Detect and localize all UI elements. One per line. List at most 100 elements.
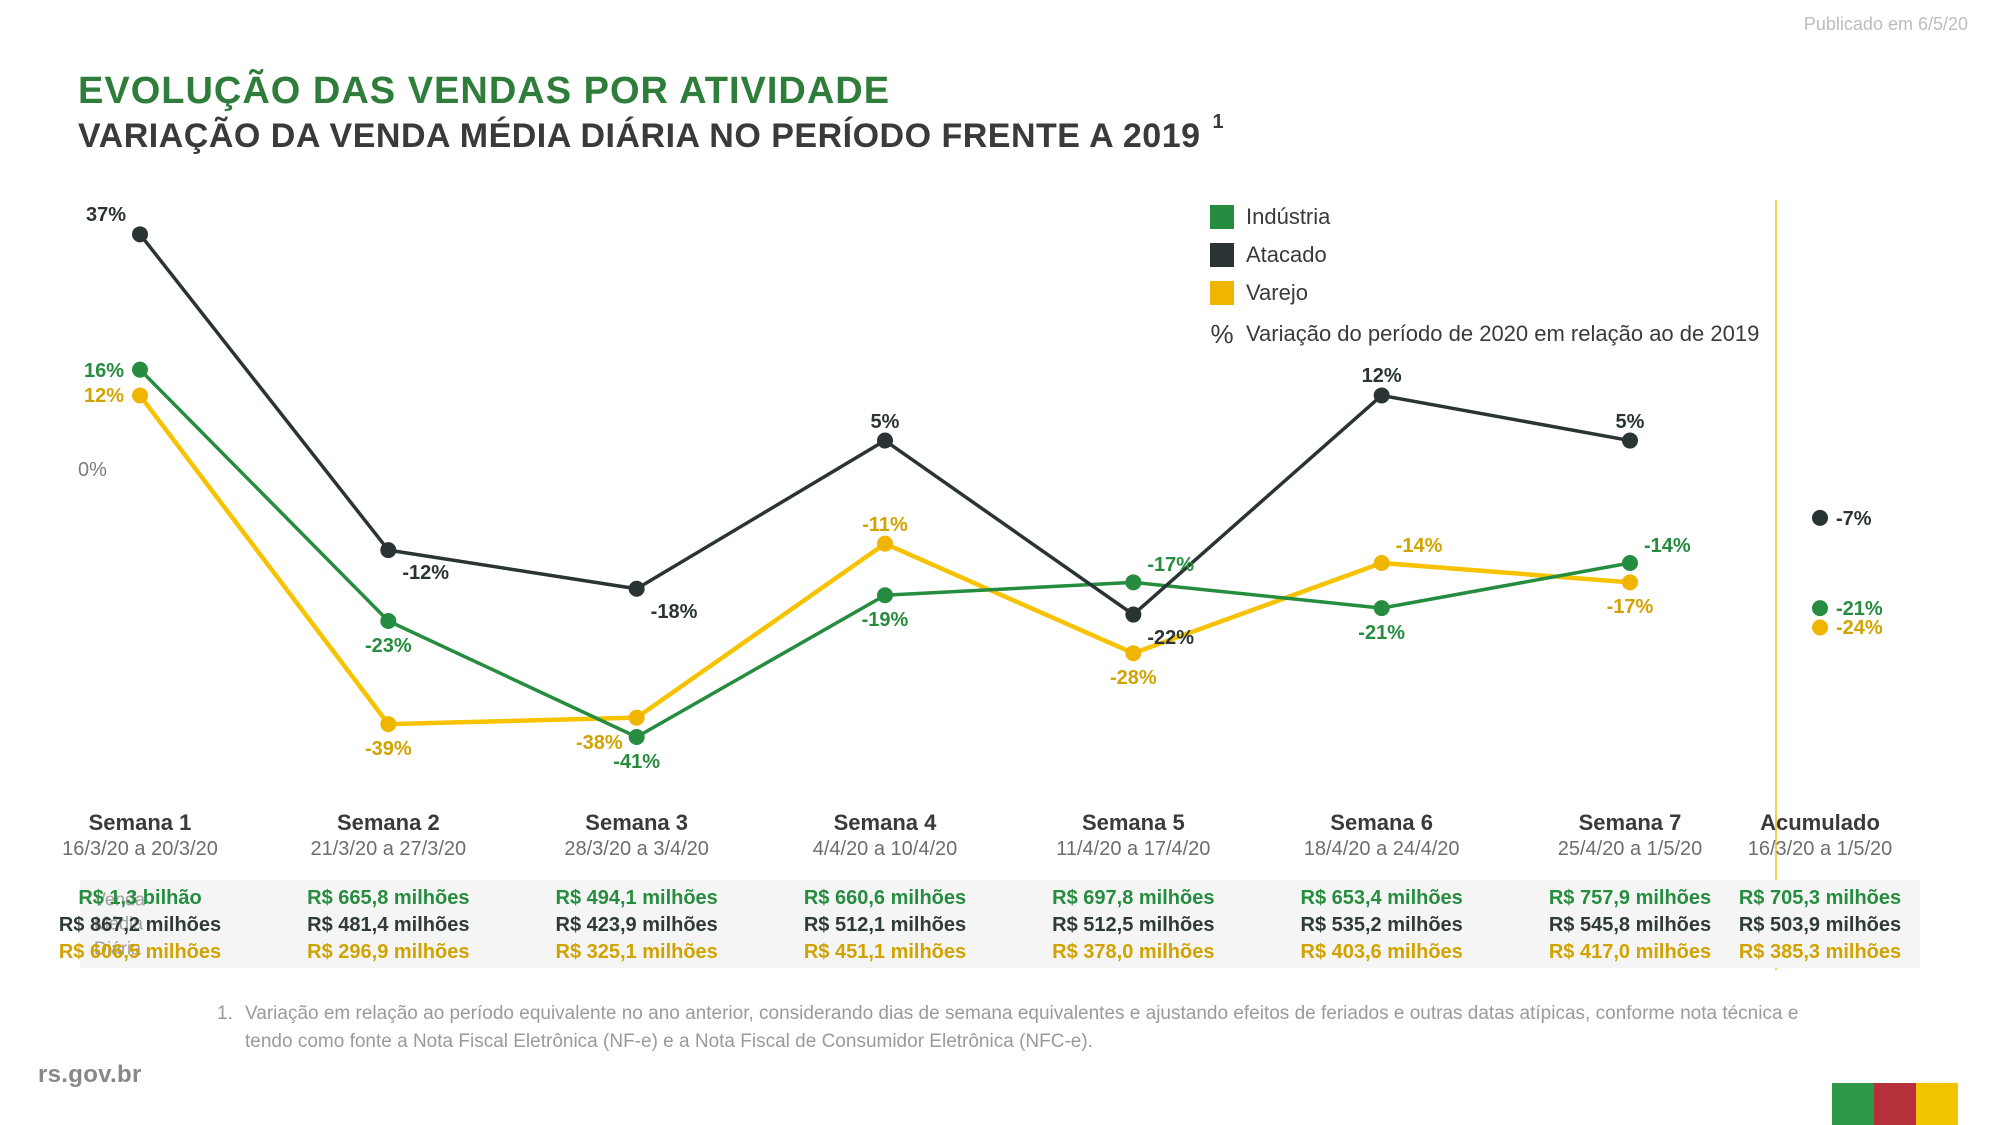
cell-ata-acc: R$ 503,9 milhões: [1710, 912, 1930, 939]
data-table: Venda Média Diária R$ 1,3 bilhãoR$ 867,2…: [80, 880, 1920, 968]
point-label-varejo-4: -28%: [1110, 667, 1157, 690]
cell-ind-5: R$ 653,4 milhões: [1272, 885, 1492, 912]
table-col-3: R$ 660,6 milhõesR$ 512,1 milhõesR$ 451,1…: [775, 885, 995, 966]
point-label-industria-5: -21%: [1358, 622, 1405, 645]
marker-atacado-3: [877, 433, 893, 449]
xaxis-col-5: Semana 618/4/20 a 24/4/20: [1272, 810, 1492, 861]
marker-varejo-0: [132, 387, 148, 403]
title-line2: VARIAÇÃO DA VENDA MÉDIA DIÁRIA NO PERÍOD…: [78, 117, 1222, 156]
cell-var-acc: R$ 385,3 milhões: [1710, 939, 1930, 966]
point-label-varejo-2: -38%: [576, 732, 623, 755]
xaxis-col-1: Semana 221/3/20 a 27/3/20: [278, 810, 498, 861]
published-date: Publicado em 6/5/20: [1804, 14, 1968, 35]
xaxis-date-5: 18/4/20 a 24/4/20: [1272, 838, 1492, 861]
marker-atacado-6: [1622, 433, 1638, 449]
marker-varejo-3: [877, 536, 893, 552]
xaxis-col-6: Semana 725/4/20 a 1/5/20: [1520, 810, 1740, 861]
cell-ata-3: R$ 512,1 milhões: [775, 912, 995, 939]
title-line2-text: VARIAÇÃO DA VENDA MÉDIA DIÁRIA NO PERÍOD…: [78, 117, 1211, 155]
xaxis-name-0: Semana 1: [30, 810, 250, 836]
cell-ata-2: R$ 423,9 milhões: [527, 912, 747, 939]
cell-ata-1: R$ 481,4 milhões: [278, 912, 498, 939]
xaxis-date-2: 28/3/20 a 3/4/20: [527, 838, 747, 861]
table-col-2: R$ 494,1 milhõesR$ 423,9 milhõesR$ 325,1…: [527, 885, 747, 966]
table-col-6: R$ 757,9 milhõesR$ 545,8 milhõesR$ 417,0…: [1520, 885, 1740, 966]
point-label-industria-3: -19%: [862, 609, 909, 632]
table-col-5: R$ 653,4 milhõesR$ 535,2 milhõesR$ 403,6…: [1272, 885, 1492, 966]
cell-var-3: R$ 451,1 milhões: [775, 939, 995, 966]
marker-industria-5: [1374, 600, 1390, 616]
point-label-varejo-0: 12%: [84, 385, 124, 408]
table-col-4: R$ 697,8 milhõesR$ 512,5 milhõesR$ 378,0…: [1023, 885, 1243, 966]
flag-stripe-2: [1874, 1083, 1916, 1125]
xaxis-col-acc: Acumulado16/3/20 a 1/5/20: [1710, 810, 1930, 861]
cell-ind-0: R$ 1,3 bilhão: [30, 885, 250, 912]
flag-stripe-4: [1958, 1083, 2000, 1125]
xaxis-col-3: Semana 44/4/20 a 10/4/20: [775, 810, 995, 861]
point-label-atacado-1: -12%: [402, 562, 449, 585]
xaxis-name-5: Semana 6: [1272, 810, 1492, 836]
table-col-1: R$ 665,8 milhõesR$ 481,4 milhõesR$ 296,9…: [278, 885, 498, 966]
slide-title: EVOLUÇÃO DAS VENDAS POR ATIVIDADE VARIAÇ…: [78, 70, 1222, 156]
marker-industria-1: [380, 613, 396, 629]
point-label-industria-1: -23%: [365, 635, 412, 658]
cell-ata-6: R$ 545,8 milhões: [1520, 912, 1740, 939]
line-chart: 0% 16%-23%-41%-19%-17%-21%-14%-21%37%-12…: [80, 195, 1920, 815]
cell-ata-4: R$ 512,5 milhões: [1023, 912, 1243, 939]
table-col-0: R$ 1,3 bilhãoR$ 867,2 milhõesR$ 606,5 mi…: [30, 885, 250, 966]
marker-varejo-1: [380, 716, 396, 732]
flag-stripe-3: [1916, 1083, 1958, 1125]
point-label-varejo-1: -39%: [365, 738, 412, 761]
point-label-atacado-acc: -7%: [1836, 508, 1872, 531]
cell-var-5: R$ 403,6 milhões: [1272, 939, 1492, 966]
marker-atacado-0: [132, 226, 148, 242]
xaxis-name-2: Semana 3: [527, 810, 747, 836]
xaxis-col-2: Semana 328/3/20 a 3/4/20: [527, 810, 747, 861]
cell-var-1: R$ 296,9 milhões: [278, 939, 498, 966]
point-label-varejo-acc: -24%: [1836, 617, 1883, 640]
point-label-atacado-3: 5%: [871, 411, 900, 434]
point-label-atacado-0: 37%: [86, 204, 126, 227]
cell-ind-acc: R$ 705,3 milhões: [1710, 885, 1930, 912]
xaxis-name-1: Semana 2: [278, 810, 498, 836]
xaxis-date-0: 16/3/20 a 20/3/20: [30, 838, 250, 861]
marker-varejo-4: [1125, 645, 1141, 661]
point-label-industria-4: -17%: [1147, 554, 1194, 577]
footer-brand: rs.gov.br: [38, 1061, 142, 1089]
point-label-varejo-5: -14%: [1396, 535, 1443, 558]
slide-root: Publicado em 6/5/20 EVOLUÇÃO DAS VENDAS …: [0, 0, 2000, 1125]
cell-ata-0: R$ 867,2 milhões: [30, 912, 250, 939]
marker-industria-6: [1622, 555, 1638, 571]
marker-atacado-5: [1374, 387, 1390, 403]
point-label-atacado-6: 5%: [1616, 411, 1645, 434]
xaxis-name-4: Semana 5: [1023, 810, 1243, 836]
title-line1: EVOLUÇÃO DAS VENDAS POR ATIVIDADE: [78, 70, 1222, 113]
xaxis-date-1: 21/3/20 a 27/3/20: [278, 838, 498, 861]
cell-ata-5: R$ 535,2 milhões: [1272, 912, 1492, 939]
footnote: 1. Variação em relação ao período equiva…: [245, 1000, 1825, 1055]
marker-industria-0: [132, 362, 148, 378]
point-label-industria-0: 16%: [84, 360, 124, 383]
footnote-text: Variação em relação ao período equivalen…: [245, 1003, 1798, 1052]
cell-var-4: R$ 378,0 milhões: [1023, 939, 1243, 966]
footnote-number: 1.: [217, 1000, 233, 1028]
table-col-acc: R$ 705,3 milhõesR$ 503,9 milhõesR$ 385,3…: [1710, 885, 1930, 966]
marker-industria-2: [629, 729, 645, 745]
point-label-atacado-4: -22%: [1147, 627, 1194, 650]
xaxis-col-4: Semana 511/4/20 a 17/4/20: [1023, 810, 1243, 861]
cell-ind-3: R$ 660,6 milhões: [775, 885, 995, 912]
point-label-varejo-3: -11%: [862, 514, 908, 537]
marker-atacado-1: [380, 542, 396, 558]
point-label-varejo-6: -17%: [1607, 596, 1654, 619]
marker-varejo-6: [1622, 574, 1638, 590]
cell-ind-6: R$ 757,9 milhões: [1520, 885, 1740, 912]
marker-atacado-2: [629, 581, 645, 597]
cell-var-0: R$ 606,5 milhões: [30, 939, 250, 966]
xaxis-name-3: Semana 4: [775, 810, 995, 836]
title-superscript: 1: [1213, 111, 1225, 133]
footer-flag-stripes: [1832, 1083, 2000, 1125]
cell-ind-4: R$ 697,8 milhões: [1023, 885, 1243, 912]
xaxis-date-3: 4/4/20 a 10/4/20: [775, 838, 995, 861]
point-label-atacado-2: -18%: [651, 601, 698, 624]
marker-atacado-4: [1125, 607, 1141, 623]
